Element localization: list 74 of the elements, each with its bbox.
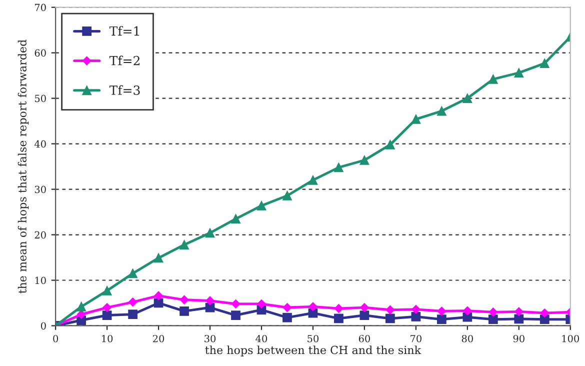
point (360, 310, 370, 320)
point (436, 106, 446, 116)
point (436, 314, 446, 324)
y-tick-label: 20 (34, 231, 46, 239)
point (154, 298, 164, 308)
point (231, 299, 240, 308)
point (231, 214, 240, 224)
y-tick-label: 30 (34, 186, 46, 194)
legend-label: Tf=1 (109, 26, 139, 36)
point (360, 303, 369, 312)
point (514, 314, 524, 324)
y-tick-label: 0 (41, 322, 46, 330)
x-tick-label: 20 (153, 334, 164, 342)
x-tick-label: 90 (513, 334, 524, 342)
point (154, 291, 163, 300)
point (488, 308, 498, 317)
y-tick-label: 10 (35, 276, 46, 284)
point (282, 303, 292, 312)
x-tick-label: 60 (358, 334, 370, 342)
point (180, 306, 189, 316)
y-axis-title: the mean of hops that false report forwarded (18, 40, 29, 294)
point (462, 306, 472, 316)
point (256, 200, 266, 210)
x-tick-label: 100 (562, 334, 580, 342)
legend-label: Tf=2 (109, 56, 140, 66)
x-tick-label: 30 (204, 334, 216, 342)
point (386, 314, 395, 324)
point (386, 140, 395, 150)
point (282, 312, 292, 322)
x-tick-label: 0 (53, 334, 58, 342)
point (488, 314, 498, 324)
point (437, 306, 446, 316)
point (180, 240, 189, 250)
x-tick-label: 50 (308, 334, 319, 342)
point (334, 314, 344, 324)
point (488, 74, 498, 84)
y-tick-label: 60 (34, 49, 46, 57)
point (308, 302, 318, 312)
point (411, 312, 421, 322)
point (128, 268, 138, 278)
point (540, 58, 550, 68)
point (514, 68, 524, 78)
point (334, 304, 344, 313)
point (540, 308, 550, 318)
point (257, 299, 266, 308)
point (154, 253, 164, 263)
y-tick-label: 70 (34, 4, 46, 12)
point (386, 305, 395, 314)
x-tick-label: 70 (410, 334, 422, 342)
y-tick-label: 50 (35, 94, 46, 102)
point (282, 190, 292, 200)
x-tick-label: 80 (462, 334, 473, 342)
legend-label: Tf=3 (109, 85, 140, 95)
point (411, 114, 421, 124)
point (180, 295, 189, 304)
x-tick-label: 10 (102, 334, 113, 342)
x-tick-label: 40 (256, 334, 268, 342)
point (205, 228, 215, 238)
point (334, 162, 344, 172)
y-tick-label: 40 (34, 140, 46, 148)
point (76, 302, 86, 312)
point (462, 312, 472, 322)
point (102, 310, 112, 320)
point (102, 286, 112, 296)
point (308, 175, 318, 185)
point (206, 296, 214, 306)
point (128, 298, 138, 307)
point (360, 155, 370, 165)
point (128, 310, 138, 320)
x-axis-title: the hops between the CH and the sink (205, 346, 422, 356)
point (231, 310, 240, 320)
point (411, 304, 420, 314)
point (102, 303, 112, 312)
point (462, 94, 472, 103)
